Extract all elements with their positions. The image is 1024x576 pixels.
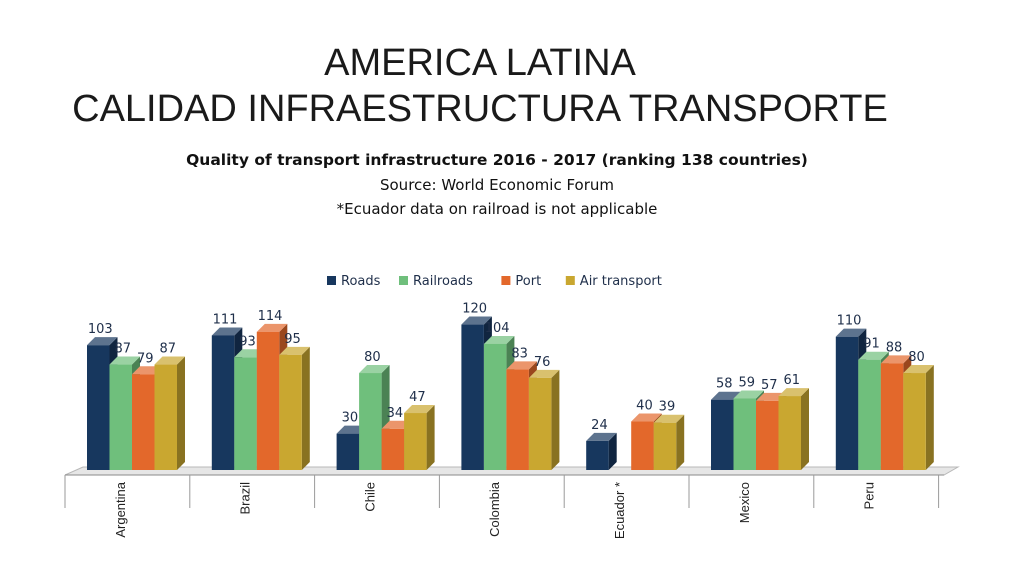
data-label-colombia-roads: 120 bbox=[462, 302, 487, 317]
x-tick-label-peru: Peru bbox=[862, 482, 877, 509]
legend-swatch-railroads bbox=[399, 276, 408, 285]
data-label-brazil-railroads: 93 bbox=[239, 334, 256, 349]
bar-chile-air-transport bbox=[404, 405, 435, 470]
x-tick-label-mexico: Mexico bbox=[737, 482, 752, 523]
x-tick-label-argentina: Argentina bbox=[113, 481, 128, 537]
data-label-argentina-port: 79 bbox=[137, 351, 154, 366]
data-label-argentina-air-transport: 87 bbox=[159, 342, 176, 357]
data-label-chile-railroads: 80 bbox=[364, 350, 381, 365]
data-label-brazil-roads: 111 bbox=[213, 312, 238, 327]
data-label-ecuador-roads: 24 bbox=[591, 418, 608, 433]
legend-label-air-transport: Air transport bbox=[580, 274, 662, 289]
slide-title-line-1: AMERICA LATINA bbox=[324, 42, 636, 84]
legend-label-railroads: Railroads bbox=[413, 274, 473, 289]
bar-ecuador-roads bbox=[586, 432, 617, 470]
data-label-mexico-port: 57 bbox=[761, 378, 778, 393]
data-label-colombia-air-transport: 76 bbox=[534, 355, 551, 370]
chart-title: Quality of transport infrastructure 2016… bbox=[186, 151, 808, 169]
x-tick-label-colombia: Colombia bbox=[487, 481, 502, 537]
data-label-peru-port: 88 bbox=[886, 340, 903, 355]
legend-swatch-port bbox=[501, 276, 511, 285]
data-label-chile-air-transport: 47 bbox=[409, 390, 426, 405]
bar-peru-air-transport bbox=[903, 365, 934, 470]
bar-ecuador-air-transport bbox=[653, 414, 685, 470]
data-label-chile-port: 34 bbox=[387, 406, 404, 421]
data-label-ecuador-air-transport: 39 bbox=[659, 400, 676, 415]
bar-mexico-air-transport bbox=[778, 388, 809, 470]
chart-note: *Ecuador data on railroad is not applica… bbox=[336, 200, 658, 218]
legend-swatch-roads bbox=[327, 276, 336, 285]
x-tick-label-chile: Chile bbox=[362, 482, 377, 512]
chart-source: Source: World Economic Forum bbox=[379, 176, 615, 194]
data-label-colombia-railroads: 104 bbox=[485, 321, 510, 336]
data-label-argentina-roads: 103 bbox=[88, 322, 113, 337]
legend-label-roads: Roads bbox=[341, 274, 381, 289]
data-label-mexico-roads: 58 bbox=[716, 377, 733, 392]
data-label-colombia-port: 83 bbox=[511, 346, 528, 361]
bar-chile-railroads bbox=[359, 365, 390, 470]
bar-colombia-air-transport bbox=[528, 369, 560, 470]
x-tick-label-ecuador: Ecuador * bbox=[612, 482, 627, 539]
legend-swatch-air-transport bbox=[565, 276, 575, 285]
data-label-argentina-railroads: 87 bbox=[114, 342, 131, 357]
data-label-brazil-port: 114 bbox=[258, 309, 283, 324]
data-label-peru-air-transport: 80 bbox=[908, 350, 925, 365]
data-label-mexico-air-transport: 61 bbox=[783, 373, 800, 388]
slide-title-line-2: CALIDAD INFRAESTRUCTURA TRANSPORTE bbox=[72, 88, 888, 130]
data-label-peru-roads: 110 bbox=[837, 314, 862, 329]
bar-brazil-air-transport bbox=[279, 346, 310, 470]
data-label-mexico-railroads: 59 bbox=[738, 375, 755, 390]
bar-argentina-air-transport bbox=[154, 356, 185, 470]
data-label-ecuador-port: 40 bbox=[636, 399, 653, 414]
x-tick-label-brazil: Brazil bbox=[238, 482, 253, 515]
data-label-peru-railroads: 91 bbox=[863, 337, 880, 352]
data-label-chile-roads: 30 bbox=[342, 411, 359, 426]
legend-label-port: Port bbox=[515, 274, 541, 289]
data-label-brazil-air-transport: 95 bbox=[284, 332, 301, 347]
